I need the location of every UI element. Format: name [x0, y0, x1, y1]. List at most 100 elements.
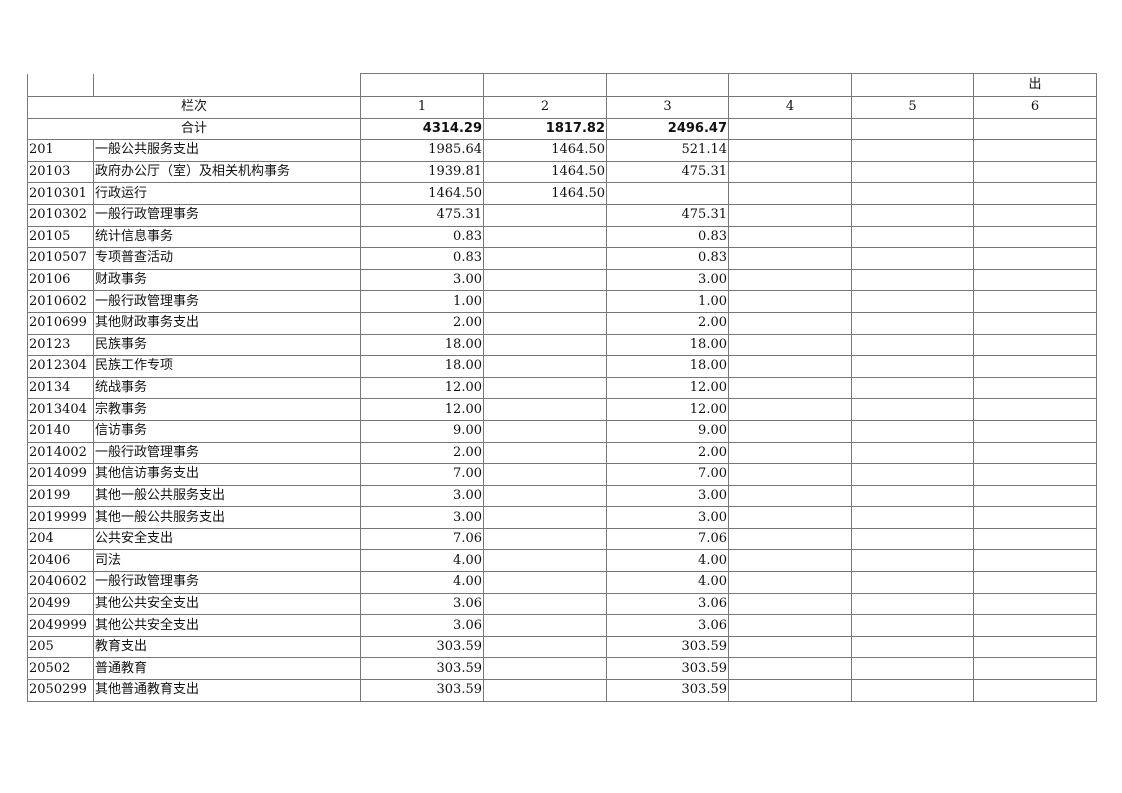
row-code: 205	[27, 635, 94, 659]
row-value	[728, 160, 852, 184]
row-value	[973, 549, 1097, 573]
row-value	[483, 203, 607, 227]
row-value: 1464.50	[360, 182, 484, 205]
row-value	[973, 484, 1097, 508]
expenditure-table: 出 栏次 1 2 3 4 5 6 合计 4314.29 1817.82 2496…	[27, 73, 1097, 702]
row-value: 0.83	[606, 225, 729, 249]
row-value	[728, 527, 852, 551]
table-row: 2010507 专项普查活动 0.83 0.83	[27, 247, 1097, 270]
column-number: 6	[973, 96, 1097, 119]
total-value	[851, 117, 974, 141]
column-number-row: 栏次 1 2 3 4 5 6	[27, 96, 1097, 119]
row-value: 18.00	[606, 333, 729, 357]
row-name: 政府办公厅（室）及相关机构事务	[93, 160, 361, 184]
row-name: 教育支出	[93, 635, 361, 659]
row-value: 12.00	[360, 398, 484, 421]
row-value: 12.00	[606, 376, 729, 400]
table-row: 20123 民族事务 18.00 18.00	[27, 333, 1097, 357]
row-value	[851, 139, 974, 162]
row-name: 一般公共服务支出	[93, 139, 361, 162]
row-value	[851, 160, 974, 184]
row-value: 1.00	[606, 290, 729, 313]
row-value: 7.06	[606, 527, 729, 551]
row-value	[483, 679, 607, 702]
table-row: 2012304 民族工作专项 18.00 18.00	[27, 355, 1097, 378]
row-value	[973, 311, 1097, 335]
row-value: 1939.81	[360, 160, 484, 184]
row-value	[483, 355, 607, 378]
row-name: 普通教育	[93, 657, 361, 681]
row-value	[728, 268, 852, 292]
row-value	[973, 679, 1097, 702]
row-value	[973, 225, 1097, 249]
row-value	[728, 549, 852, 573]
header-row-top: 出	[27, 73, 1097, 97]
row-value: 303.59	[360, 657, 484, 681]
row-value: 4.00	[360, 571, 484, 594]
row-value	[483, 290, 607, 313]
row-value	[483, 398, 607, 421]
row-value	[973, 376, 1097, 400]
row-value	[851, 549, 974, 573]
row-value	[973, 333, 1097, 357]
row-code: 2010301	[27, 182, 94, 205]
row-value	[483, 527, 607, 551]
table-row: 20199 其他一般公共服务支出 3.00 3.00	[27, 484, 1097, 508]
header-cell	[27, 73, 94, 97]
total-value: 1817.82	[483, 117, 607, 141]
row-value	[483, 484, 607, 508]
row-value	[973, 139, 1097, 162]
row-value: 3.00	[360, 484, 484, 508]
row-code: 20103	[27, 160, 94, 184]
row-name: 财政事务	[93, 268, 361, 292]
row-value: 2.00	[360, 441, 484, 465]
row-code: 2013404	[27, 398, 94, 421]
row-name: 行政运行	[93, 182, 361, 205]
row-value	[728, 657, 852, 681]
row-value	[728, 484, 852, 508]
row-value	[851, 571, 974, 594]
row-name: 统计信息事务	[93, 225, 361, 249]
row-value: 2.00	[606, 441, 729, 465]
row-value: 4.00	[360, 549, 484, 573]
row-value	[483, 419, 607, 443]
row-name: 其他信访事务支出	[93, 463, 361, 486]
table-row: 2014002 一般行政管理事务 2.00 2.00	[27, 441, 1097, 465]
row-value	[973, 160, 1097, 184]
row-code: 20105	[27, 225, 94, 249]
row-value	[851, 203, 974, 227]
row-value	[483, 549, 607, 573]
row-value	[851, 268, 974, 292]
row-value	[973, 657, 1097, 681]
row-value	[973, 290, 1097, 313]
row-value	[973, 614, 1097, 637]
row-value: 2.00	[606, 311, 729, 335]
row-value	[728, 419, 852, 443]
table-row: 205 教育支出 303.59 303.59	[27, 635, 1097, 659]
row-name: 其他公共安全支出	[93, 614, 361, 637]
row-code: 2040602	[27, 571, 94, 594]
row-value	[851, 355, 974, 378]
row-value	[483, 571, 607, 594]
row-value: 18.00	[360, 333, 484, 357]
row-value	[851, 463, 974, 486]
row-value	[973, 635, 1097, 659]
row-value: 1985.64	[360, 139, 484, 162]
row-value: 521.14	[606, 139, 729, 162]
row-value	[483, 311, 607, 335]
row-value: 303.59	[606, 635, 729, 659]
column-number: 4	[728, 96, 852, 119]
row-value: 3.00	[360, 268, 484, 292]
total-value	[973, 117, 1097, 141]
row-value	[851, 635, 974, 659]
row-code: 2010507	[27, 247, 94, 270]
row-code: 20499	[27, 592, 94, 616]
row-value	[851, 182, 974, 205]
column-label: 栏次	[27, 96, 361, 119]
table-row: 2010602 一般行政管理事务 1.00 1.00	[27, 290, 1097, 313]
row-value: 18.00	[606, 355, 729, 378]
header-cell	[483, 73, 607, 97]
row-value	[483, 333, 607, 357]
row-value: 303.59	[360, 679, 484, 702]
table-row: 201 一般公共服务支出 1985.64 1464.50 521.14	[27, 139, 1097, 162]
